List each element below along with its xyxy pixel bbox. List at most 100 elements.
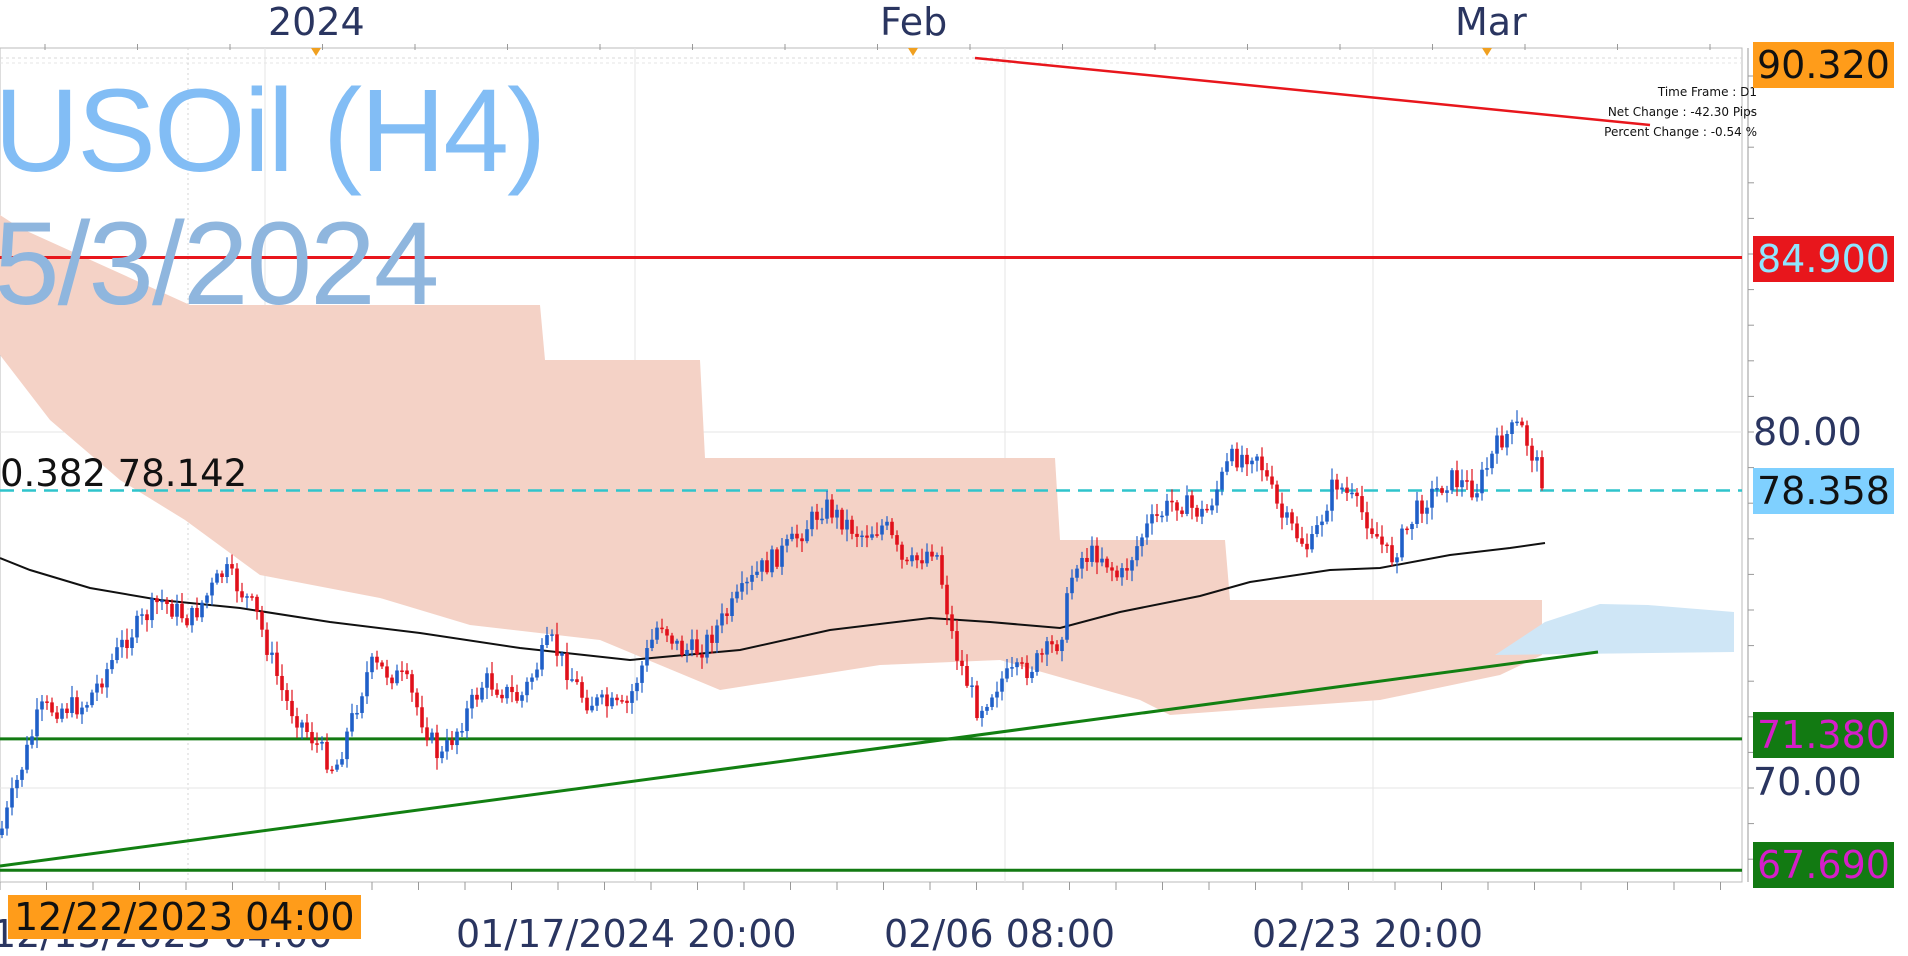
- candle-body: [695, 639, 699, 655]
- candle-body: [250, 596, 254, 598]
- candle-body: [1405, 528, 1409, 531]
- candle-body: [1360, 496, 1364, 513]
- candle-body: [1520, 421, 1524, 426]
- candle-body: [1315, 525, 1319, 535]
- candle-body: [310, 732, 314, 744]
- candle-body: [1485, 468, 1489, 470]
- candle-body: [1135, 546, 1139, 561]
- candle-body: [1410, 523, 1414, 530]
- candle-body: [435, 732, 439, 759]
- candle-body: [535, 669, 539, 678]
- candle-body: [1175, 502, 1179, 511]
- candle-body: [880, 525, 884, 535]
- candle-body: [540, 645, 544, 670]
- candle-body: [1260, 456, 1264, 471]
- candle-body: [200, 602, 204, 618]
- candle-body: [740, 583, 744, 592]
- candle-body: [1020, 662, 1024, 664]
- candle-body: [90, 692, 94, 706]
- candle-body: [750, 574, 754, 582]
- candle-body: [1330, 479, 1334, 511]
- candle-body: [1220, 471, 1224, 490]
- candle-body: [1200, 508, 1204, 517]
- candle-body: [765, 560, 769, 573]
- candle-body: [1075, 568, 1079, 578]
- candle-body: [185, 618, 189, 626]
- candle-body: [1505, 433, 1509, 448]
- candle-body: [925, 551, 929, 564]
- candle-body: [415, 692, 419, 708]
- candle-body: [465, 708, 469, 732]
- y-tick-80: 80.00: [1753, 410, 1862, 454]
- candle-body: [115, 647, 119, 661]
- candle-body: [990, 697, 994, 707]
- candle-body: [600, 694, 604, 698]
- candle-body: [100, 683, 104, 688]
- candle-body: [1400, 528, 1404, 558]
- candle-body: [895, 535, 899, 545]
- candle-body: [640, 665, 644, 683]
- candle-body: [300, 722, 304, 728]
- candle-body: [330, 769, 334, 772]
- candle-body: [225, 564, 229, 578]
- candle-body: [475, 694, 479, 700]
- candle-body: [1095, 545, 1099, 563]
- moving-average-line: [0, 542, 1546, 662]
- candle-body: [345, 731, 349, 760]
- ichimoku-cloud-bearish: [0, 215, 1542, 715]
- candle-body: [635, 682, 639, 692]
- candle-body: [1540, 457, 1544, 489]
- candle-body: [1300, 538, 1304, 544]
- candle-body: [1425, 507, 1429, 514]
- candle-body: [1120, 568, 1124, 578]
- candle-body: [795, 533, 799, 539]
- candle-body: [1195, 507, 1199, 517]
- candle-body: [190, 607, 194, 626]
- candle-body: [405, 670, 409, 675]
- candle-body: [715, 625, 719, 643]
- candle-body: [1045, 641, 1049, 655]
- candle-body: [815, 511, 819, 520]
- x-top-feb: Feb: [880, 0, 948, 44]
- candle-body: [350, 713, 354, 732]
- candle-body: [910, 555, 914, 562]
- candle-body: [1275, 484, 1279, 504]
- x-top-mar: Mar: [1455, 0, 1527, 44]
- candle-body: [975, 685, 979, 719]
- candle-body: [1150, 514, 1154, 524]
- candle-body: [1065, 593, 1069, 640]
- candle-body: [1475, 493, 1479, 498]
- price-label-78358: 78.358: [1753, 468, 1894, 514]
- candle-body: [580, 682, 584, 698]
- candle-body: [1530, 445, 1534, 461]
- candle-body: [420, 707, 424, 728]
- candle-body: [760, 560, 764, 572]
- candle-body: [1450, 470, 1454, 491]
- candle-body: [1435, 488, 1439, 490]
- cursor-time-label: 12/22/2023 04:00: [8, 895, 361, 939]
- candle-body: [495, 689, 499, 695]
- candle-body: [1305, 543, 1309, 550]
- candle-body: [555, 634, 559, 656]
- candle-body: [175, 603, 179, 617]
- candle-body: [485, 673, 489, 688]
- candle-body: [1455, 470, 1459, 488]
- candle-body: [755, 571, 759, 575]
- candle-body: [1255, 456, 1259, 461]
- candle-body: [960, 660, 964, 666]
- candle-body: [1355, 492, 1359, 497]
- candle-body: [1460, 480, 1464, 488]
- timeframe-text: Time Frame : D1: [1657, 85, 1757, 99]
- candle-body: [930, 551, 934, 557]
- ascending-trendline: [0, 650, 1599, 868]
- candle-body: [20, 769, 24, 780]
- candle-body: [965, 665, 969, 686]
- candle-body: [235, 568, 239, 592]
- candle-body: [1310, 534, 1314, 550]
- candle-body: [490, 673, 494, 690]
- candle-body: [525, 681, 529, 696]
- candle-body: [160, 600, 164, 603]
- candle-body: [620, 700, 624, 702]
- candle-body: [785, 539, 789, 546]
- candle-body: [1170, 500, 1174, 503]
